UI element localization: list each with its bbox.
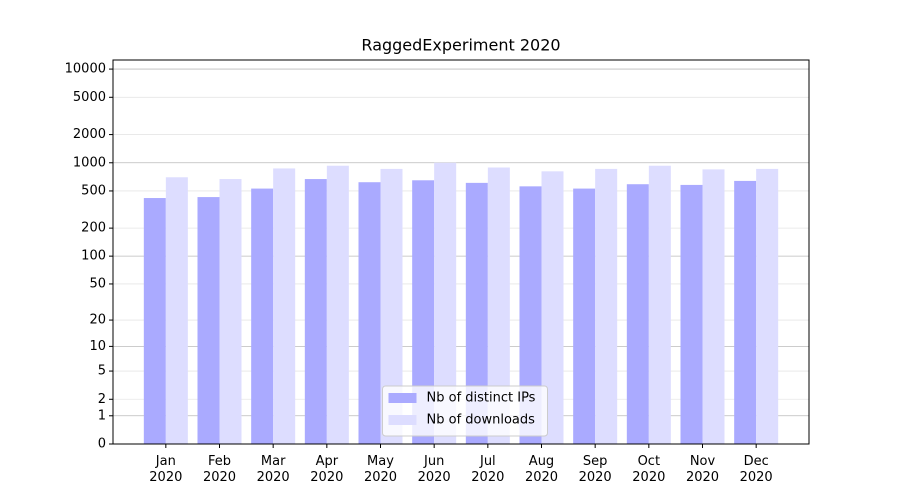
y-tick-label: 100 bbox=[81, 249, 106, 264]
x-tick-label: May 2020 bbox=[364, 454, 397, 485]
y-tick-label: 0 bbox=[98, 437, 106, 452]
bar bbox=[541, 171, 564, 445]
legend-swatch bbox=[388, 415, 417, 425]
bar bbox=[626, 184, 649, 445]
legend-box bbox=[382, 385, 548, 437]
bar bbox=[197, 197, 220, 444]
x-tick-label: Jul 2020 bbox=[471, 454, 504, 485]
y-tick-label: 500 bbox=[81, 183, 106, 198]
bar bbox=[519, 186, 542, 444]
x-tick-label: Jun 2020 bbox=[418, 454, 451, 485]
bar bbox=[304, 179, 327, 444]
y-tick-label: 200 bbox=[81, 221, 106, 236]
x-tick-label: Oct 2020 bbox=[632, 454, 665, 485]
legend-swatch bbox=[388, 393, 417, 403]
y-tick-label: 20 bbox=[89, 313, 106, 328]
bar bbox=[165, 177, 188, 444]
bar bbox=[734, 180, 757, 445]
x-tick-label: Aug 2020 bbox=[525, 454, 558, 485]
plot-frame bbox=[112, 59, 810, 445]
y-tick-label: 2 bbox=[98, 392, 106, 407]
bar bbox=[434, 162, 457, 444]
y-tick-label: 2000 bbox=[73, 127, 106, 142]
bar bbox=[219, 179, 242, 444]
bar bbox=[595, 168, 618, 444]
legend-label: Nb of downloads bbox=[427, 413, 536, 428]
bar bbox=[648, 165, 671, 444]
bar bbox=[273, 168, 296, 444]
y-tick-label: 50 bbox=[89, 276, 106, 291]
y-tick-label: 10 bbox=[89, 339, 106, 354]
bar bbox=[380, 168, 403, 444]
legend: Nb of distinct IPs Nb of downloads bbox=[382, 385, 548, 437]
bar bbox=[412, 180, 435, 445]
bar bbox=[143, 198, 166, 444]
y-tick-label: 1 bbox=[98, 408, 106, 423]
y-tick-label: 5000 bbox=[73, 90, 106, 105]
bar bbox=[487, 167, 510, 444]
y-tick-label: 1000 bbox=[73, 155, 106, 170]
y-tick-label: 10000 bbox=[65, 62, 106, 77]
x-tick-label: Apr 2020 bbox=[310, 454, 343, 485]
x-tick-label: Sep 2020 bbox=[579, 454, 612, 485]
chart-title: RaggedExperiment 2020 bbox=[361, 36, 560, 55]
x-tick-label: Nov 2020 bbox=[686, 454, 719, 485]
legend-label: Nb of distinct IPs bbox=[427, 391, 536, 406]
bar bbox=[251, 188, 274, 444]
bar bbox=[358, 182, 381, 444]
bar bbox=[573, 188, 596, 444]
bar bbox=[465, 182, 488, 444]
bar bbox=[756, 168, 779, 444]
x-tick-label: Mar 2020 bbox=[257, 454, 290, 485]
bar bbox=[326, 165, 349, 444]
x-tick-label: Dec 2020 bbox=[740, 454, 773, 485]
x-tick-label: Feb 2020 bbox=[203, 454, 236, 485]
bar bbox=[702, 169, 725, 444]
bar bbox=[680, 184, 703, 444]
y-tick-label: 5 bbox=[98, 364, 106, 379]
x-tick-label: Jan 2020 bbox=[149, 454, 182, 485]
